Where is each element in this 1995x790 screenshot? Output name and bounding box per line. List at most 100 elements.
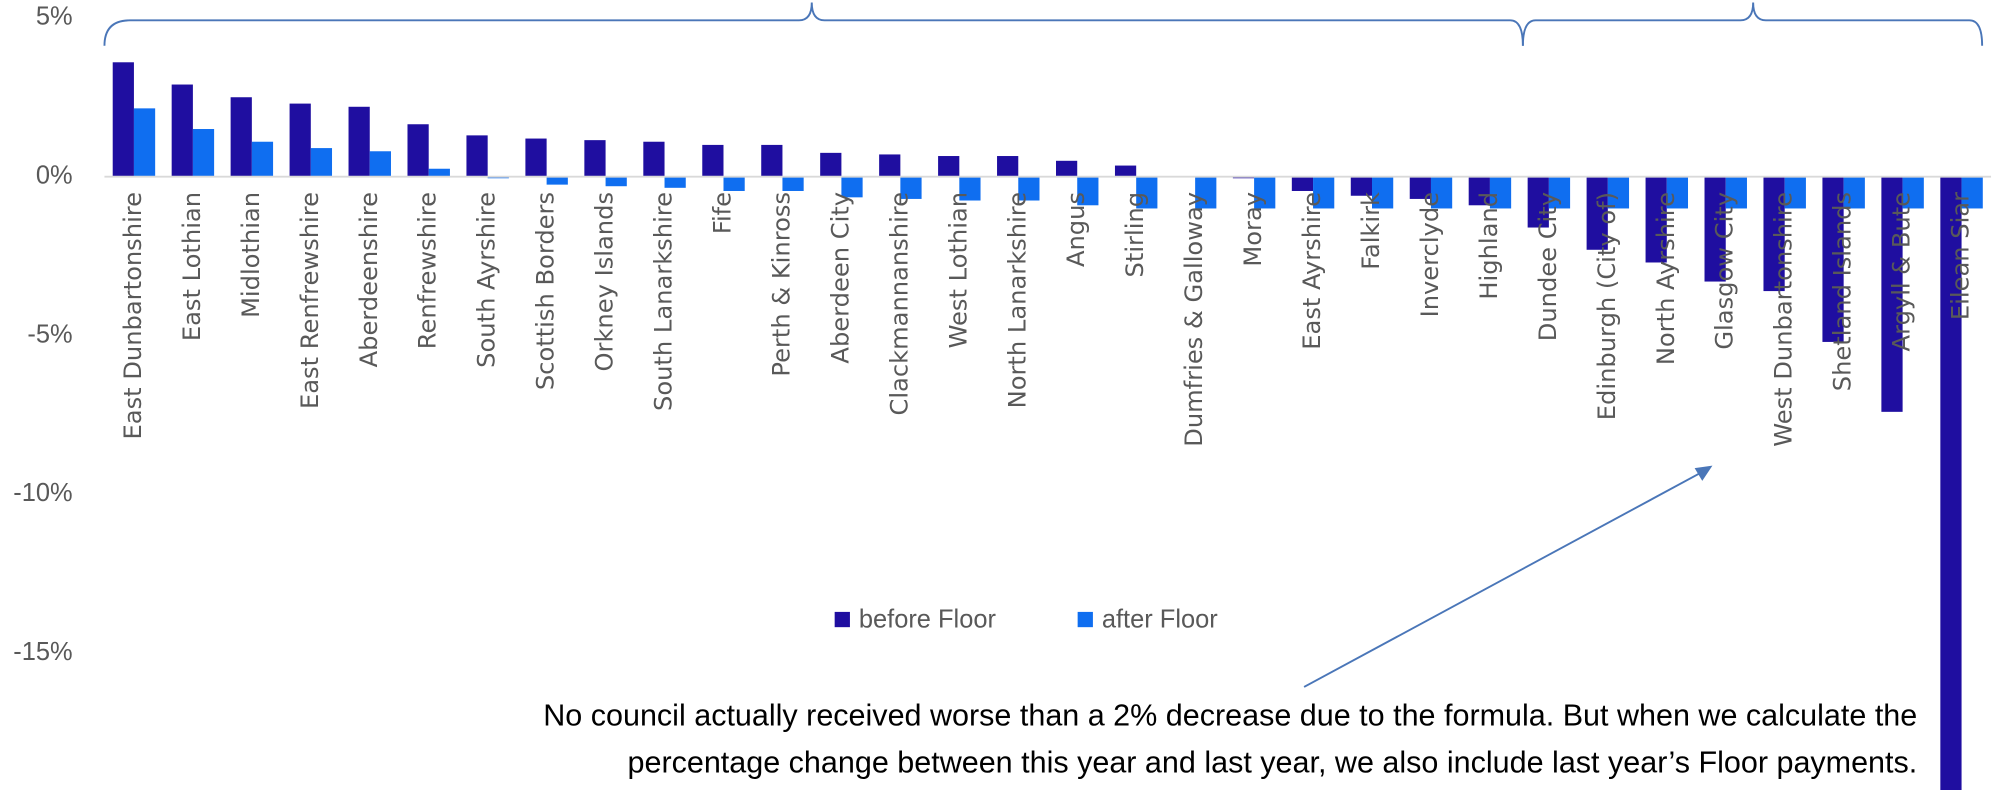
bar: [841, 176, 863, 198]
legend-label: after Floor: [1102, 606, 1218, 634]
x-tick-label: Eilean Siar: [1947, 192, 1975, 320]
brace: [103, 2, 1524, 46]
bar: [1843, 176, 1865, 209]
bar: [546, 176, 568, 185]
bar: [1548, 176, 1571, 209]
bar: [1666, 176, 1689, 209]
bar: [1350, 176, 1373, 196]
x-tick-label: Perth & Kinross: [767, 192, 795, 377]
x-tick-label: Aberdeen City: [826, 192, 854, 364]
x-tick-label: Shetland Islands: [1829, 192, 1857, 391]
bar: [1961, 176, 1983, 209]
bar: [938, 156, 960, 177]
bar: [466, 135, 488, 177]
bar: [820, 152, 842, 177]
x-tick-label: West Lothian: [944, 192, 972, 348]
x-tick-label: Dundee City: [1534, 192, 1562, 341]
bar: [1409, 176, 1431, 199]
bar: [1056, 160, 1078, 177]
x-tick-label: Clackmannanshire: [885, 192, 913, 416]
x-tick-label: Stirling: [1121, 192, 1149, 278]
brace: [1521, 2, 1984, 46]
bar: [525, 138, 547, 177]
x-tick-label: Highland: [1475, 192, 1503, 300]
bar: [1586, 176, 1608, 250]
bar: [1136, 176, 1158, 209]
bar: [605, 176, 627, 187]
x-tick-label: West Dunbartonshire: [1770, 192, 1798, 447]
bar: [643, 141, 665, 177]
x-tick-label: South Lanarkshire: [650, 192, 678, 411]
y-tick-label: -5%: [27, 320, 72, 348]
x-tick-label: Argyll & Bute: [1888, 192, 1916, 351]
x-tick-label: Midlothian: [237, 192, 265, 318]
x-tick-label: Edinburgh (City of): [1593, 192, 1621, 420]
bar: [1725, 176, 1747, 209]
legend-label: before Floor: [859, 606, 997, 634]
x-tick-label: Falkirk: [1357, 192, 1385, 270]
bar: [192, 129, 215, 177]
bar: [1114, 165, 1137, 177]
y-tick-label: 5%: [36, 3, 73, 31]
bar: [1430, 176, 1453, 209]
bar: [959, 176, 981, 201]
bar: [428, 168, 450, 177]
bar: [310, 148, 333, 177]
x-tick-label: East Dunbartonshire: [119, 192, 147, 440]
bar: [348, 106, 370, 177]
bar: [1763, 176, 1785, 292]
legend-swatch: [1077, 611, 1093, 628]
x-tick-label: North Ayrshire: [1652, 192, 1680, 365]
x-tick-label: Dumfries & Galloway: [1180, 192, 1208, 447]
annotation-text: No council actually received worse than …: [543, 699, 1917, 733]
bar: [997, 156, 1019, 177]
annotation: No council actually received worse than …: [543, 465, 1918, 780]
x-tick-label: East Lothian: [178, 192, 206, 341]
y-tick-label: 0%: [36, 161, 73, 189]
bar: [1313, 176, 1335, 209]
bar: [1489, 176, 1512, 209]
bar: [1881, 176, 1903, 412]
bar: [900, 176, 922, 199]
annotation-text: percentage change between this year and …: [628, 746, 1918, 780]
bar: [1195, 176, 1217, 209]
bar: [1468, 176, 1490, 206]
x-tick-label: Orkney Islands: [591, 192, 619, 372]
x-tick-label: Angus: [1062, 192, 1090, 267]
x-tick-label: East Ayrshire: [1298, 192, 1326, 350]
bar: [1018, 176, 1040, 201]
x-tick-label: Aberdeenshire: [355, 192, 383, 367]
bar: [251, 141, 274, 177]
x-tick-label: South Ayrshire: [473, 192, 501, 368]
bar: [1077, 176, 1099, 206]
bar: [133, 108, 156, 177]
bar: [1607, 176, 1630, 209]
bar: [761, 144, 783, 177]
bar: [1372, 176, 1394, 209]
bar: [112, 62, 134, 177]
bar: [1902, 176, 1924, 209]
x-tick-label: Fife: [708, 192, 736, 234]
bar: [782, 176, 804, 191]
x-tick-label: Scottish Borders: [532, 192, 560, 390]
bar: [879, 154, 901, 177]
x-tick-label: Renfrewshire: [414, 192, 442, 349]
group-braces: [103, 2, 1984, 46]
bar: [584, 140, 606, 177]
x-tick-label: Moray: [1239, 192, 1267, 267]
bar: [171, 84, 193, 177]
plot: [112, 62, 1983, 790]
bar: [1704, 176, 1726, 282]
arrow-head: [1694, 465, 1713, 481]
x-tick-label: North Lanarkshire: [1003, 192, 1031, 408]
x-tick-label: Inverclyde: [1416, 192, 1444, 317]
bar: [369, 151, 391, 177]
bar: [1645, 176, 1667, 263]
x-tick-label: East Renfrewshire: [296, 192, 324, 409]
x-tick-label: Glasgow City: [1711, 192, 1739, 350]
bar: [1291, 176, 1314, 191]
bar: [664, 176, 686, 188]
bar: [289, 103, 311, 177]
bar: [1254, 176, 1276, 209]
